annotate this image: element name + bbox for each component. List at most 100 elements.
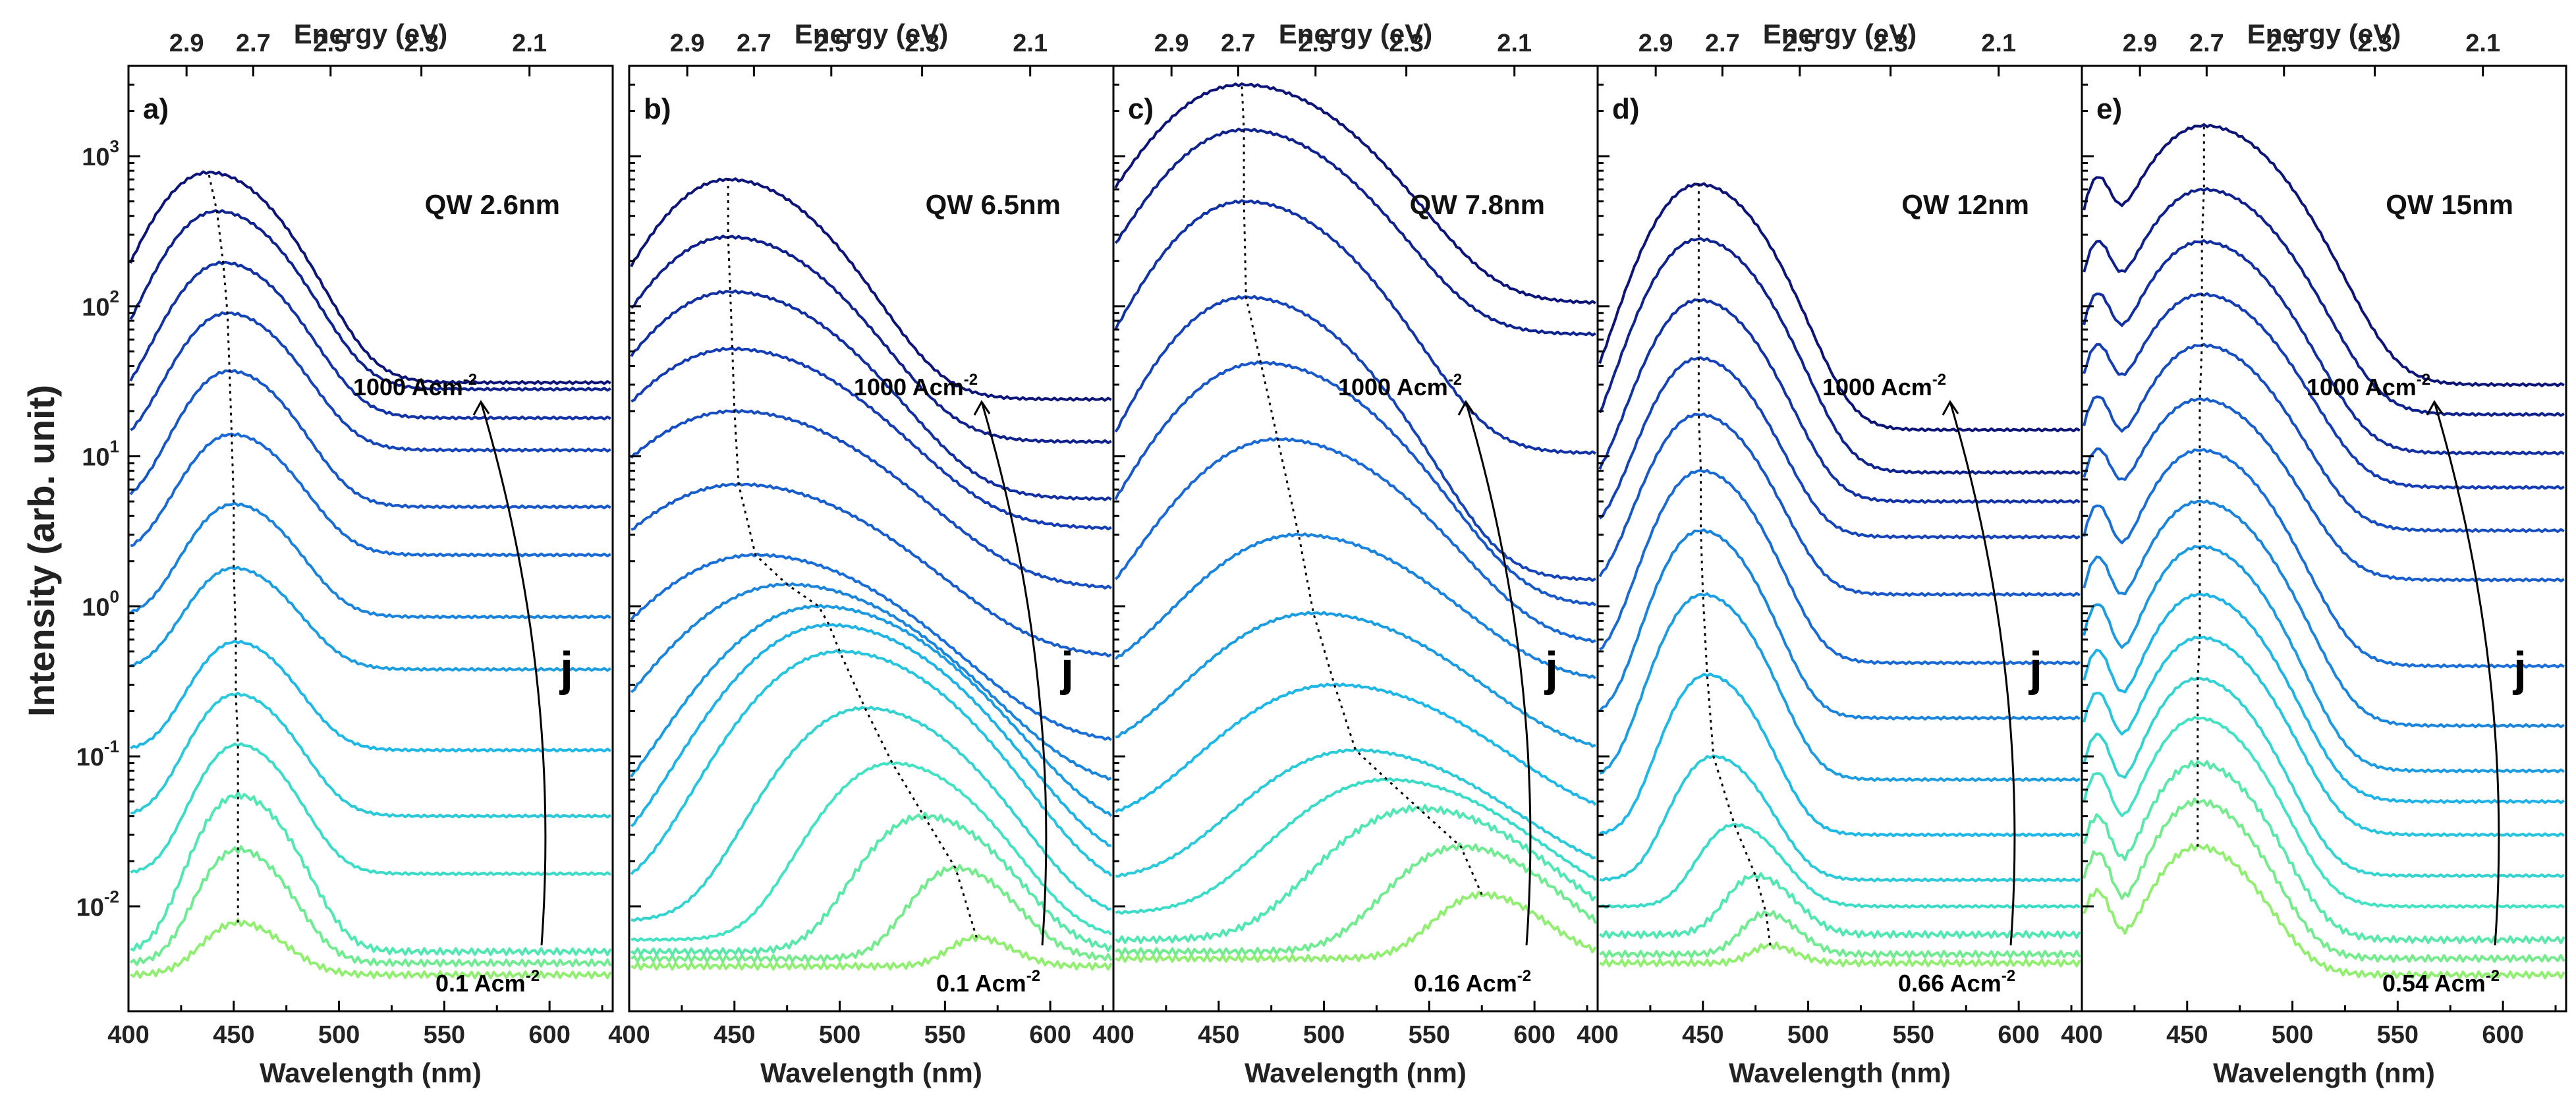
spectrum-curve <box>630 864 1113 963</box>
low-current-exp: -2 <box>2002 967 2015 985</box>
spectrum-curve <box>2083 677 2565 879</box>
spectrum-curve <box>1114 294 1596 582</box>
x-tick-label: 400 <box>1092 1021 1134 1049</box>
spectrum-curve <box>130 791 612 957</box>
arrow-head-icon <box>1457 400 1475 416</box>
low-current-exp: -2 <box>526 967 540 985</box>
spectrum-curve <box>130 918 612 980</box>
top-tick-label: 2.1 <box>1981 30 2016 57</box>
spectrum-curve <box>630 623 1111 847</box>
top-tick-label: 2.9 <box>169 30 204 57</box>
spectrum-curve <box>630 177 1112 402</box>
x-tick-label: 450 <box>1682 1021 1723 1049</box>
high-current-label: 1000 Acm-2 <box>1822 371 1946 401</box>
y-tick-exp: 0 <box>110 586 119 606</box>
arrow-head-icon <box>973 400 991 416</box>
spectrum-curve <box>630 552 1113 741</box>
panel-label: c) <box>1128 93 1154 125</box>
top-tick-label: 2.9 <box>1154 30 1189 57</box>
spectrum-curve <box>1115 804 1597 944</box>
y-tick-exp: 3 <box>110 136 119 156</box>
panel-label: a) <box>143 93 169 125</box>
top-tick-label: 2.7 <box>2189 30 2224 57</box>
spectrum-curve <box>130 691 611 819</box>
x-tick-label: 500 <box>2272 1021 2313 1049</box>
spectrum-curve <box>2083 448 2565 669</box>
current-arrow <box>1949 401 2016 946</box>
spectrum-curve <box>1114 360 1596 607</box>
high-current-exp: -2 <box>2417 371 2430 389</box>
x-tick-label: 450 <box>213 1021 254 1049</box>
spectrum-curve <box>129 501 611 620</box>
spectrum-curve <box>2083 499 2565 729</box>
x-axis-title: Wavelength (nm) <box>2213 1057 2435 1088</box>
spectrum-curve <box>2083 715 2565 909</box>
panel-b: 400 450 500 550 600 Wavelength (nm) 2.9 2.7 2.5 2… <box>608 18 1115 1088</box>
x-tick-label: 600 <box>528 1021 570 1049</box>
plot-frame <box>2081 65 2567 1013</box>
arrow-head-icon <box>2426 400 2444 416</box>
spectrum-curve <box>2083 239 2565 456</box>
spectrum-curve <box>2083 544 2565 773</box>
current-density-j-label: j <box>559 643 573 696</box>
spectrum-curve <box>1598 298 2081 504</box>
spectrum-curve <box>2083 123 2565 387</box>
top-tick-label: 2.5 <box>1298 30 1333 57</box>
spectrum-curve <box>1114 532 1597 680</box>
spectrum-curve <box>129 260 611 421</box>
top-tick-label: 2.3 <box>1389 30 1424 57</box>
y-tick-label: 102 <box>82 287 119 321</box>
spectrum-curve <box>630 289 1112 501</box>
low-current-label: 0.66 Acm-2 <box>1898 967 2015 997</box>
spectrum-curve <box>2083 397 2565 582</box>
high-current-label: 1000 Acm-2 <box>353 371 477 401</box>
x-tick-label: 600 <box>1029 1021 1071 1049</box>
spectrum-curve <box>1599 910 2081 959</box>
spectrum-curve <box>1598 528 2081 721</box>
spectrum-curve <box>130 432 611 558</box>
spectrum-curve <box>130 639 611 753</box>
high-current-exp: -2 <box>1448 371 1462 389</box>
spectrum-curve <box>2083 797 2565 963</box>
panel-c: 400 450 500 550 600 Wavelength (nm) 2.9 2.7 2.5 2… <box>1092 18 1599 1088</box>
x-tick-label: 500 <box>819 1021 860 1049</box>
spectrum-curve <box>2083 292 2565 490</box>
y-axis-title: Intensity (arb. unit) <box>20 385 62 717</box>
spectrum-curve <box>1114 127 1596 337</box>
x-tick-label: 400 <box>2061 1021 2102 1049</box>
x-tick-label: 550 <box>1893 1021 1934 1049</box>
top-tick-label: 2.3 <box>2357 30 2392 57</box>
x-tick-label: 400 <box>1577 1021 1618 1049</box>
spectrum-curve <box>630 408 1112 590</box>
y-tick-exp: -2 <box>104 887 119 906</box>
top-axis-title: Energy (eV) <box>294 18 447 49</box>
spectrum-curve <box>2083 343 2565 534</box>
spectrum-curve <box>630 582 1112 781</box>
spectrum-curve <box>130 845 612 968</box>
low-current-exp: -2 <box>1517 967 1531 985</box>
panel-label: d) <box>1612 93 1640 125</box>
spectrum-curve <box>1114 437 1596 644</box>
top-tick-label: 2.9 <box>2123 30 2158 57</box>
panels: 400 450 500 550 600 Wavelength (nm) 2.9 2.7 2.5 2… <box>76 18 2567 1088</box>
spectrum-curve <box>630 933 1113 971</box>
spectrum-curve <box>630 706 1112 922</box>
x-tick-label: 600 <box>2482 1021 2523 1049</box>
panel-d: 400 450 500 550 600 Wavelength (nm) 2.9 2.7 2.5 2… <box>1577 18 2083 1088</box>
qw-width-label: QW 12nm <box>1901 189 2029 220</box>
x-tick-label: 600 <box>1513 1021 1555 1049</box>
peak-trace-dotted <box>2197 125 2205 847</box>
x-tick-label: 450 <box>1198 1021 1239 1049</box>
top-tick-label: 2.7 <box>737 30 771 57</box>
current-arrow <box>480 401 547 946</box>
panel-e: 400 450 500 550 600 Wavelength (nm) 2.9 2.7 2.5 2… <box>2061 18 2567 1088</box>
spectrum-curve <box>1115 748 1596 878</box>
spectrum-curve <box>1599 872 2081 939</box>
peak-trace-dotted <box>207 172 239 923</box>
peak-trace-dotted <box>1241 84 1483 895</box>
y-tick-exp: 1 <box>110 437 119 457</box>
x-tick-label: 600 <box>1998 1021 2039 1049</box>
high-current-exp: -2 <box>1932 371 1946 389</box>
y-tick-label: 10-2 <box>76 887 119 922</box>
